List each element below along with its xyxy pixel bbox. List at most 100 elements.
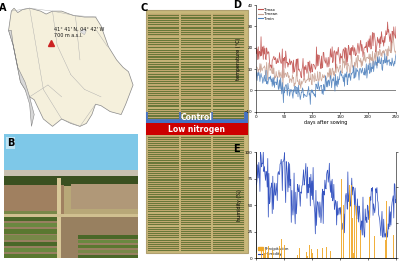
Bar xyxy=(213,85,244,96)
Bar xyxy=(148,27,179,28)
Bar xyxy=(148,216,179,217)
Bar xyxy=(180,222,212,223)
Bar xyxy=(4,134,138,171)
Bar xyxy=(213,171,244,172)
Bar xyxy=(148,136,179,148)
Bar xyxy=(180,35,212,37)
Bar xyxy=(213,91,244,92)
Bar xyxy=(309,245,310,258)
Bar xyxy=(180,54,212,55)
Bar xyxy=(148,97,179,107)
Bar xyxy=(279,246,280,258)
Bar xyxy=(180,74,212,75)
Bar xyxy=(148,64,179,65)
Bar xyxy=(148,183,179,185)
Bar xyxy=(180,233,212,234)
Bar xyxy=(265,250,266,258)
Bar xyxy=(148,54,179,55)
Bar xyxy=(180,227,212,238)
Bar xyxy=(352,171,353,258)
Bar xyxy=(148,152,179,153)
Bar xyxy=(180,137,212,138)
Bar xyxy=(180,150,212,151)
Bar xyxy=(213,32,244,33)
Bar xyxy=(148,192,179,193)
Bar xyxy=(180,147,212,148)
Bar xyxy=(180,242,212,243)
Bar xyxy=(213,115,244,116)
Bar xyxy=(148,240,179,251)
Bar xyxy=(213,103,244,104)
Bar xyxy=(213,38,244,39)
Bar xyxy=(148,50,179,51)
Bar xyxy=(312,253,313,258)
Bar xyxy=(4,184,138,258)
Bar xyxy=(180,240,212,251)
Bar xyxy=(148,154,179,155)
Bar xyxy=(180,154,212,155)
Bar xyxy=(330,251,331,258)
Bar xyxy=(360,230,361,258)
Bar xyxy=(272,251,273,258)
Bar xyxy=(354,205,355,258)
Bar xyxy=(351,186,352,258)
Text: Control: Control xyxy=(181,112,213,122)
Bar xyxy=(180,175,212,187)
Bar xyxy=(148,111,179,112)
Bar xyxy=(213,250,244,251)
Bar xyxy=(213,62,244,72)
Bar xyxy=(4,214,138,258)
Bar xyxy=(148,199,179,200)
Bar xyxy=(148,81,179,82)
Bar xyxy=(213,73,244,84)
Bar xyxy=(213,50,244,60)
Bar xyxy=(180,27,212,28)
Bar xyxy=(213,224,244,226)
Bar xyxy=(148,214,179,215)
Text: D: D xyxy=(234,0,242,10)
Bar xyxy=(386,201,387,258)
Bar xyxy=(213,169,244,170)
Bar xyxy=(180,118,212,119)
Bar xyxy=(148,211,179,212)
Bar xyxy=(213,240,244,241)
Bar xyxy=(180,73,212,84)
Text: 41° 41' N, 04° 42' W
700 m a.s.l.: 41° 41' N, 04° 42' W 700 m a.s.l. xyxy=(54,27,105,38)
Bar xyxy=(148,141,179,142)
Bar xyxy=(148,85,179,96)
Bar xyxy=(148,35,179,37)
Bar xyxy=(148,205,179,206)
Bar xyxy=(148,227,179,228)
Bar xyxy=(213,113,244,114)
Polygon shape xyxy=(80,29,86,35)
Bar xyxy=(180,227,212,228)
Bar xyxy=(148,109,179,110)
Bar xyxy=(213,209,244,210)
Bar xyxy=(213,83,244,84)
Bar xyxy=(213,218,244,219)
Bar xyxy=(180,246,212,247)
Bar xyxy=(180,42,212,43)
Bar xyxy=(213,109,244,110)
Bar xyxy=(213,248,244,249)
Bar xyxy=(78,250,138,253)
Bar xyxy=(380,202,381,258)
Bar xyxy=(213,14,244,25)
Bar xyxy=(180,113,212,114)
Bar xyxy=(180,143,212,144)
Bar xyxy=(313,250,314,258)
Bar xyxy=(180,145,212,146)
Bar xyxy=(213,229,244,230)
Bar xyxy=(180,250,212,251)
Bar xyxy=(180,34,212,35)
Bar xyxy=(213,139,244,140)
Bar xyxy=(180,136,212,148)
Bar xyxy=(148,171,179,172)
Bar xyxy=(180,95,212,96)
Bar xyxy=(213,47,244,48)
Bar xyxy=(148,89,179,90)
Bar xyxy=(148,50,179,60)
Bar xyxy=(213,175,244,176)
Bar xyxy=(78,255,138,258)
Bar xyxy=(213,214,244,226)
